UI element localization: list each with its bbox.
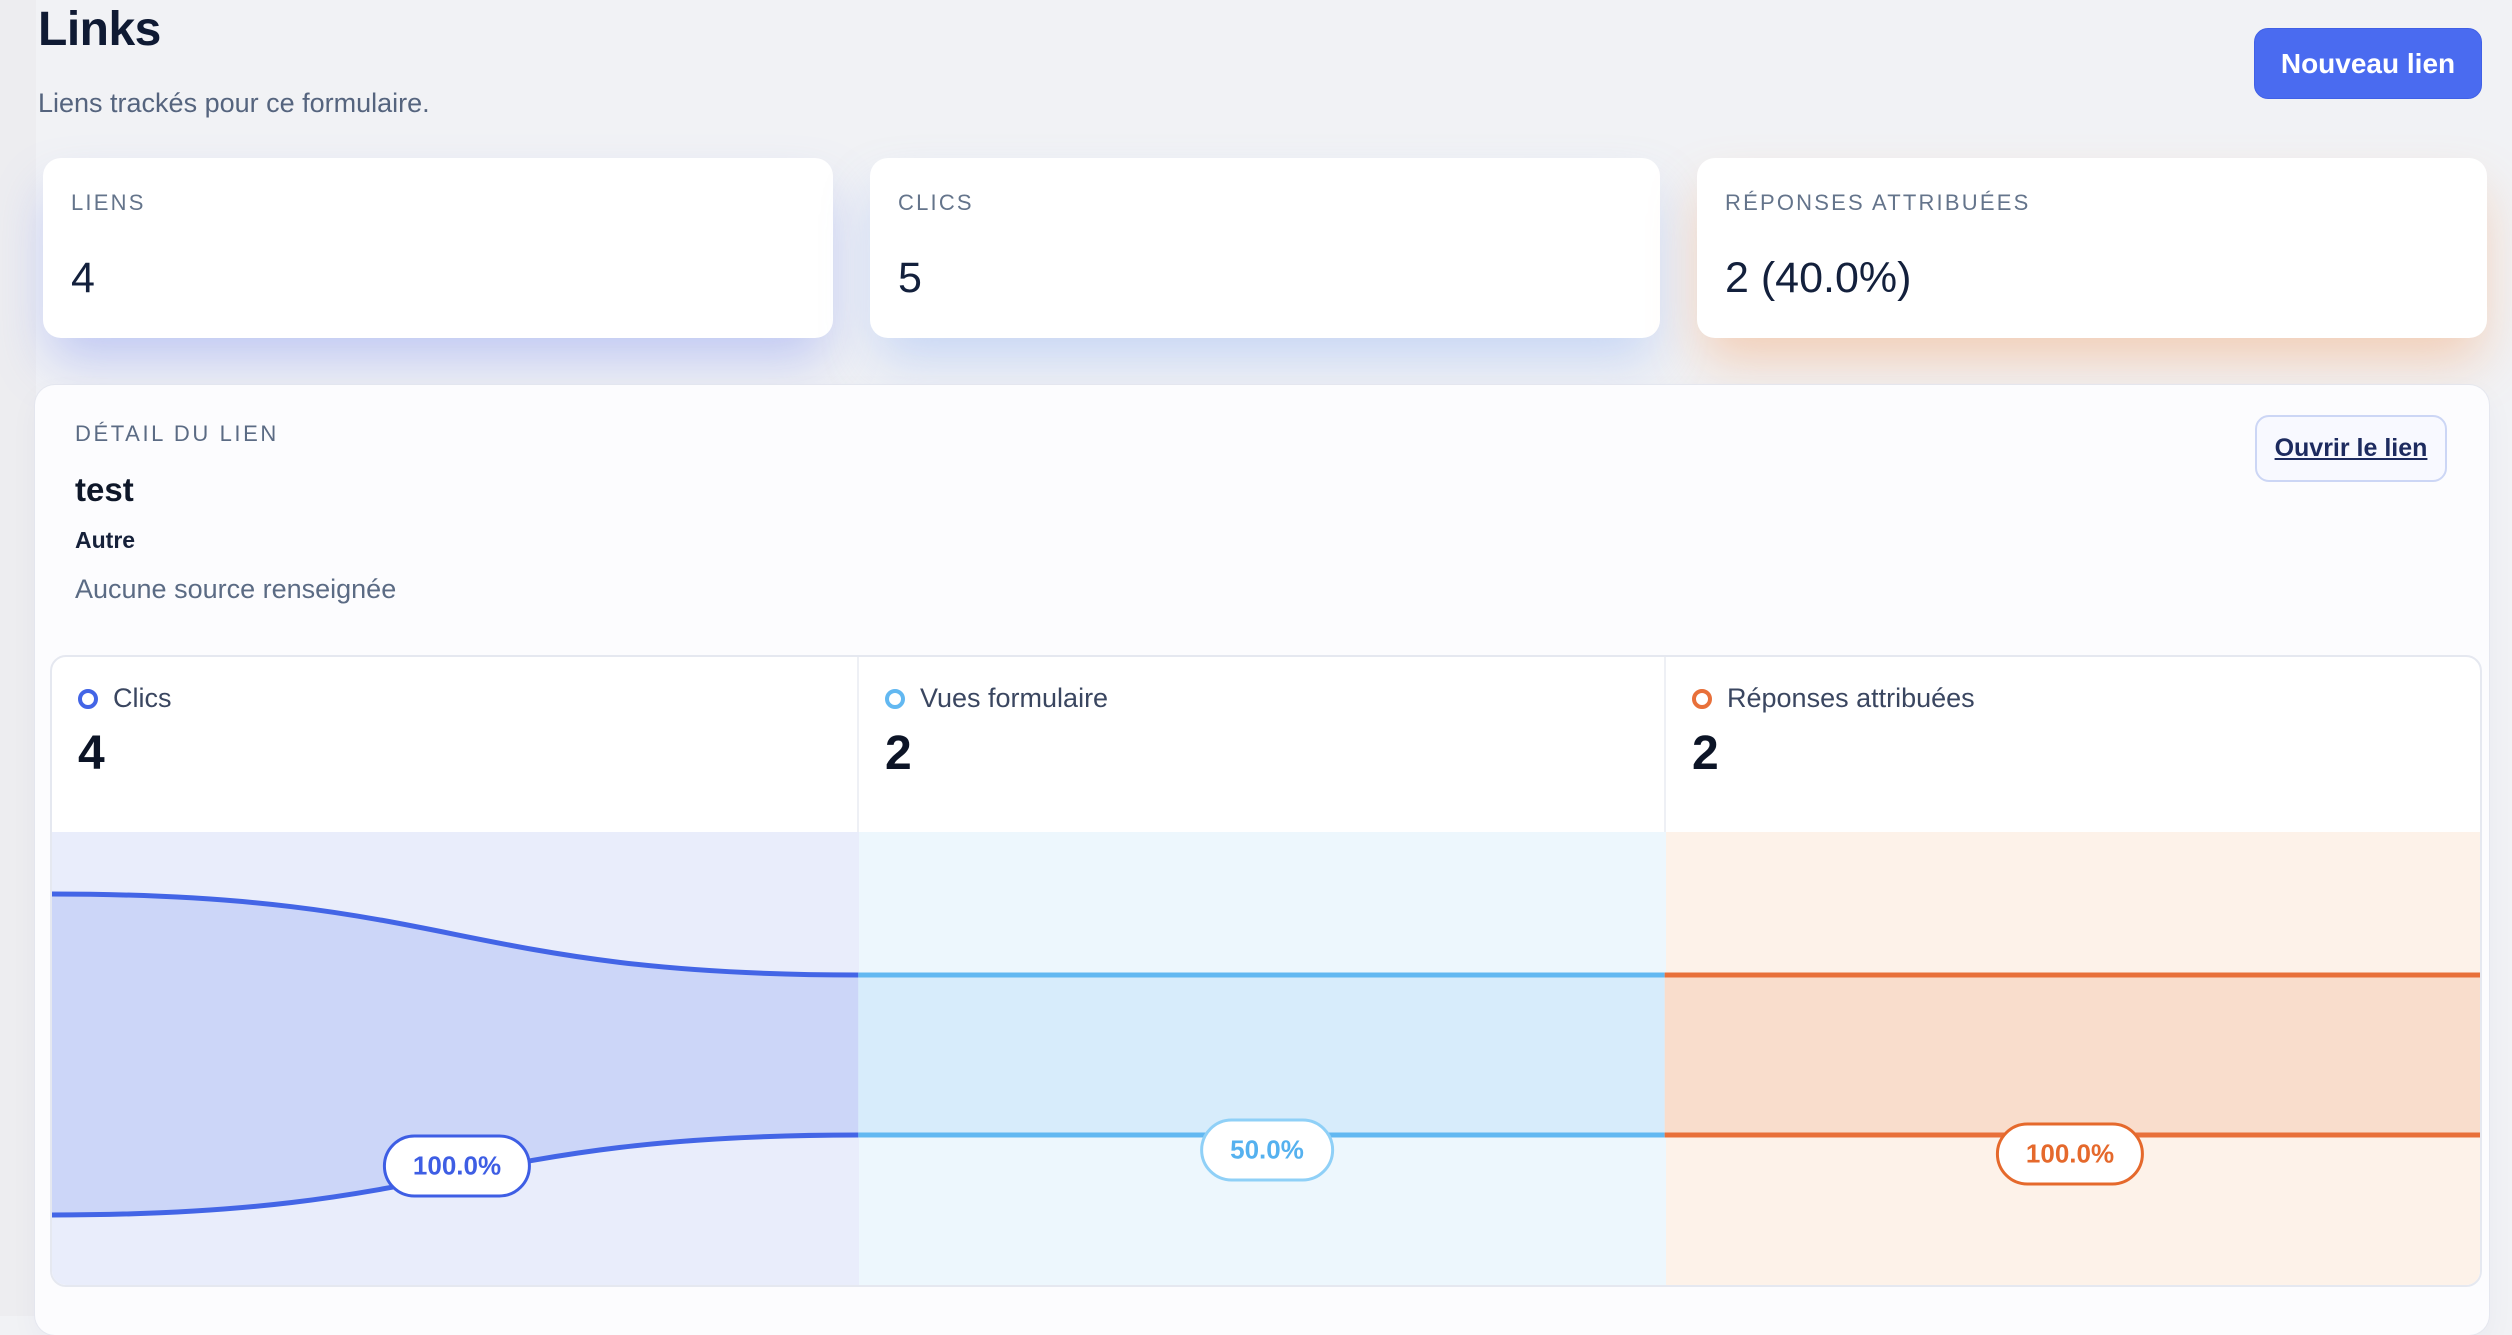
stat-value: 4 bbox=[71, 254, 95, 302]
page-title: Links bbox=[38, 3, 161, 56]
open-link-button[interactable]: Ouvrir le lien bbox=[2255, 415, 2447, 482]
conversion-badge-vues: 50.0% bbox=[1200, 1118, 1334, 1182]
stage-label: Clics bbox=[113, 683, 172, 713]
funnel-chart: Clics 4 Vues formulaire 2 Réponses attri… bbox=[50, 655, 2482, 1287]
stage-ring-icon bbox=[78, 688, 98, 709]
stage-ring-icon bbox=[1692, 688, 1712, 709]
stage-label: Vues formulaire bbox=[920, 683, 1109, 713]
funnel-stage-header-reponses: Réponses attribuées 2 bbox=[1666, 657, 2480, 832]
stat-card-reponses: RÉPONSES ATTRIBUÉES 2 (40.0%) bbox=[1697, 158, 2487, 338]
stage-ring-icon bbox=[885, 688, 905, 709]
funnel-area-vues bbox=[858, 975, 1665, 1135]
stage-value: 2 bbox=[1692, 727, 1719, 780]
funnel-svg bbox=[52, 891, 2480, 1218]
stat-card-liens: LIENS 4 bbox=[43, 158, 833, 338]
funnel-stage-header-clics: Clics 4 bbox=[52, 657, 859, 832]
funnel-stage-header-vues: Vues formulaire 2 bbox=[859, 657, 1666, 832]
link-name: test bbox=[75, 471, 134, 508]
funnel-top-line-clics bbox=[52, 891, 859, 978]
stage-value: 4 bbox=[78, 727, 105, 780]
page-subtitle: Liens trackés pour ce formulaire. bbox=[38, 88, 430, 118]
link-source: Aucune source renseignée bbox=[75, 574, 397, 604]
stat-card-clics: CLICS 5 bbox=[870, 158, 1660, 338]
stat-label: RÉPONSES ATTRIBUÉES bbox=[1725, 190, 2031, 215]
stat-value: 2 (40.0%) bbox=[1725, 254, 1912, 302]
stage-value: 2 bbox=[885, 727, 912, 780]
stat-label: CLICS bbox=[898, 190, 974, 215]
funnel-chart-area: 100.0% 50.0% 100.0% bbox=[52, 832, 2480, 1285]
funnel-area-clics bbox=[52, 894, 859, 1215]
link-detail-card: DÉTAIL DU LIEN test Autre Aucune source … bbox=[35, 385, 2489, 1335]
funnel-headers: Clics 4 Vues formulaire 2 Réponses attri… bbox=[52, 657, 2480, 832]
new-link-button[interactable]: Nouveau lien bbox=[2254, 28, 2482, 99]
conversion-badge-reponses: 100.0% bbox=[1995, 1122, 2145, 1186]
link-type: Autre bbox=[75, 527, 136, 553]
stats-row: LIENS 4 CLICS 5 RÉPONSES ATTRIBUÉES 2 (4… bbox=[43, 158, 2487, 338]
stage-label: Réponses attribuées bbox=[1727, 683, 1975, 713]
stat-label: LIENS bbox=[71, 190, 146, 215]
conversion-badge-clics: 100.0% bbox=[382, 1134, 532, 1198]
left-gutter bbox=[0, 0, 36, 1316]
stat-value: 5 bbox=[898, 254, 922, 302]
funnel-area-reponses bbox=[1664, 975, 2480, 1135]
detail-section-label: DÉTAIL DU LIEN bbox=[75, 421, 279, 446]
